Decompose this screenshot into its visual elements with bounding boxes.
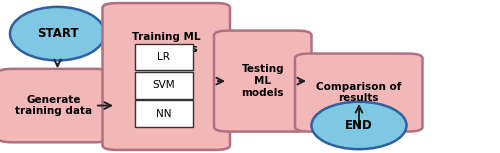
Text: Testing
ML
models: Testing ML models — [242, 65, 284, 98]
FancyBboxPatch shape — [135, 44, 192, 70]
FancyBboxPatch shape — [135, 72, 192, 99]
Text: Training ML
algorithms: Training ML algorithms — [132, 32, 200, 54]
FancyBboxPatch shape — [135, 100, 192, 127]
Text: Comparison of
results: Comparison of results — [316, 82, 402, 103]
Ellipse shape — [10, 7, 105, 60]
FancyBboxPatch shape — [0, 69, 110, 142]
FancyBboxPatch shape — [295, 54, 422, 132]
FancyBboxPatch shape — [102, 3, 230, 150]
Text: START: START — [36, 27, 78, 40]
FancyBboxPatch shape — [214, 31, 312, 132]
Text: END: END — [345, 119, 373, 132]
Text: LR: LR — [158, 52, 170, 62]
Text: SVM: SVM — [152, 80, 175, 90]
Ellipse shape — [312, 102, 406, 149]
Text: NN: NN — [156, 109, 172, 119]
Text: Generate
training data: Generate training data — [15, 95, 92, 116]
